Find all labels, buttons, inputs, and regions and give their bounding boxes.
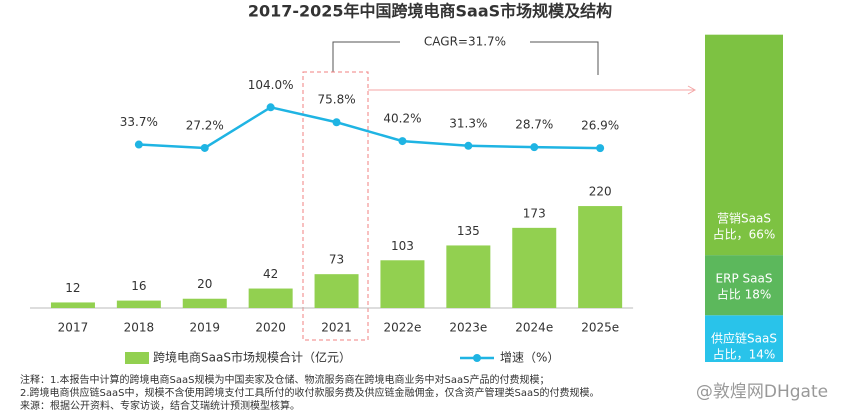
data-label: 31.3% (449, 116, 487, 130)
data-label: 27.2% (186, 118, 224, 132)
x-tick-label: 2020 (255, 321, 286, 335)
stack-segment (705, 255, 783, 316)
data-label: 12 (65, 281, 80, 295)
note: 2.跨境电商供应链SaaS中，规模不含使用跨境支付工具所付的收付款服务费及供应链… (20, 386, 599, 399)
x-tick-label: 2025e (581, 321, 619, 335)
source: 来源：根据公开资料、专家访谈，结合艾瑞统计预测模型核算。 (20, 399, 300, 412)
stack-segment (705, 315, 783, 362)
bar (380, 260, 425, 308)
cagr-bracket (530, 41, 599, 75)
data-label: 42 (263, 267, 278, 281)
data-label: 73 (329, 253, 344, 267)
segment-name: ERP SaaS (716, 272, 773, 286)
bar (248, 288, 293, 308)
note: 注释：1.本报告中计算的跨境电商SaaS规模为中国卖家及仓储、物流服务商在跨境电… (20, 373, 549, 386)
bar (578, 206, 623, 308)
x-tick-label: 2021 (321, 321, 352, 335)
data-label: 33.7% (120, 115, 158, 129)
annotation: CAGR=31.7% (424, 35, 506, 49)
point (596, 144, 605, 153)
data-label: 20 (197, 277, 212, 291)
data-label: 103 (391, 239, 414, 253)
point (200, 143, 209, 152)
data-label: 40.2% (383, 112, 421, 126)
data-label: 220 (589, 185, 612, 199)
legend-label: 跨境电商SaaS市场规模合计（亿元） (153, 350, 351, 365)
data-label: 135 (457, 224, 480, 238)
bar (512, 227, 557, 308)
x-tick-label: 2017 (58, 321, 89, 335)
point (398, 137, 407, 146)
chart-title: 2017-2025年中国跨境电商SaaS市场规模及结构 (248, 2, 612, 21)
x-tick-label: 2018 (124, 321, 155, 335)
bar (116, 300, 161, 308)
legend-swatch (125, 352, 149, 364)
bar (314, 274, 359, 308)
bar (50, 302, 95, 308)
point (530, 143, 539, 152)
bar (446, 245, 491, 308)
x-tick-label: 2019 (189, 321, 220, 335)
legend-marker (473, 354, 481, 362)
point (134, 140, 143, 149)
x-tick-label: 2022e (383, 321, 421, 335)
highlight-box (302, 71, 369, 341)
data-label: 26.9% (581, 119, 619, 133)
point (332, 118, 341, 127)
arrow-head (687, 85, 697, 95)
watermark: @敦煌网DHgate (696, 382, 828, 402)
segment-label: 占比，14% (713, 347, 776, 362)
legend-label: 增速（%） (500, 351, 559, 365)
point (266, 103, 275, 112)
cagr-bracket (332, 41, 400, 72)
point (464, 141, 473, 150)
segment-name: 供应链SaaS (711, 331, 777, 346)
data-label: 16 (131, 279, 146, 293)
x-tick-label: 2024e (515, 321, 553, 335)
segment-label: 占比，66% (713, 227, 776, 242)
segment-name: 营销SaaS (717, 212, 771, 226)
data-label: 28.7% (515, 118, 553, 132)
segment-label: 占比 18% (717, 287, 772, 302)
line (138, 105, 601, 150)
data-label: 104.0% (248, 78, 294, 92)
data-label: 75.8% (317, 93, 355, 107)
data-label: 173 (523, 206, 546, 220)
bar (182, 298, 227, 308)
stack-segment (705, 34, 783, 256)
x-tick-label: 2023e (449, 321, 487, 335)
